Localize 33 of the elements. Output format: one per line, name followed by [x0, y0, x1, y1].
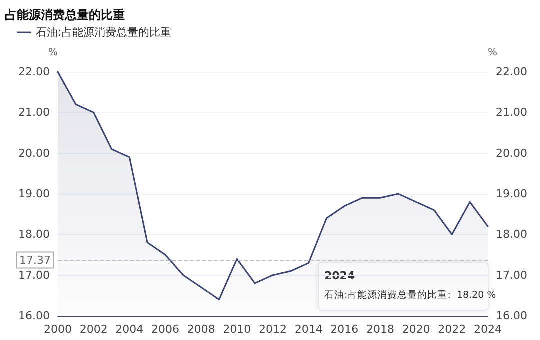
x-tick-label: 2008 — [187, 323, 216, 336]
annotation: 石油:占能源消费总量的比重: 18.20 % — [324, 289, 496, 301]
x-tick-label: 2004 — [116, 323, 144, 336]
y-tick-label: 21.00 — [18, 106, 50, 120]
y2-tick-label: 16.00 — [496, 310, 528, 322]
x-tick-label: 2020 — [402, 323, 430, 336]
x-tick-label: 2002 — [80, 323, 108, 336]
y-axis-title: % — [48, 48, 58, 58]
ref-line-label: 17.37 — [20, 254, 51, 267]
y-tick-label: 17.00 — [18, 268, 50, 282]
y-tick-label: 22.00 — [18, 66, 50, 78]
y-tick-label: 19.00 — [18, 188, 50, 200]
chart-title: 占能源消费总量的比重 — [5, 8, 125, 22]
y2-tick-label: 19.00 — [496, 188, 528, 200]
y2-tick-label: 20.00 — [496, 146, 528, 160]
x-tick-label: 2022 — [438, 323, 466, 336]
y2-tick-label: 22.00 — [496, 66, 528, 78]
y2-tick-label: 18.00 — [496, 228, 528, 242]
x-tick-label: 2010 — [223, 323, 252, 336]
x-tick-label: 2012 — [259, 323, 287, 336]
x-tick-label: 2000 — [44, 323, 72, 336]
y2-axis-title: % — [488, 48, 498, 58]
y-tick-label: 18.00 — [18, 228, 50, 242]
y-tick-label: 16.00 — [18, 310, 50, 322]
x-tick-label: 2016 — [330, 323, 359, 336]
x-tick-label: 2006 — [152, 323, 180, 336]
x-tick-label: 2014 — [294, 323, 323, 336]
legend-label: 石油:占能源消费总量的比重 — [36, 26, 172, 39]
y-tick-label: 20.00 — [18, 146, 50, 160]
x-tick-label: 2018 — [366, 323, 394, 336]
y2-tick-label: 21.00 — [496, 106, 528, 120]
y2-tick-label: 17.00 — [496, 268, 528, 282]
x-tick-label: 2024 — [474, 323, 502, 336]
